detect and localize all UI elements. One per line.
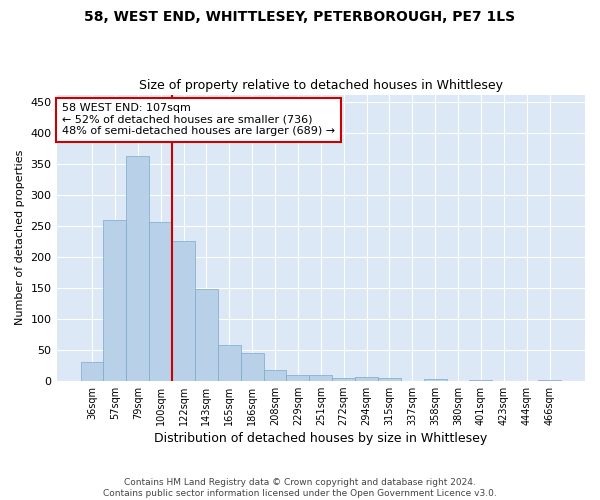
Bar bbox=[172, 242, 195, 380]
Text: Contains HM Land Registry data © Crown copyright and database right 2024.
Contai: Contains HM Land Registry data © Crown c… bbox=[103, 478, 497, 498]
X-axis label: Distribution of detached houses by size in Whittlesey: Distribution of detached houses by size … bbox=[154, 432, 487, 445]
Bar bbox=[310, 374, 332, 380]
Bar bbox=[332, 378, 355, 380]
Bar bbox=[424, 379, 446, 380]
Text: 58, WEST END, WHITTLESEY, PETERBOROUGH, PE7 1LS: 58, WEST END, WHITTLESEY, PETERBOROUGH, … bbox=[85, 10, 515, 24]
Bar bbox=[286, 374, 310, 380]
Bar bbox=[80, 362, 103, 380]
Bar bbox=[218, 346, 241, 380]
Bar bbox=[127, 156, 149, 380]
Bar bbox=[103, 220, 127, 380]
Text: 58 WEST END: 107sqm
← 52% of detached houses are smaller (736)
48% of semi-detac: 58 WEST END: 107sqm ← 52% of detached ho… bbox=[62, 103, 335, 136]
Bar bbox=[149, 222, 172, 380]
Bar bbox=[263, 370, 286, 380]
Bar bbox=[241, 354, 263, 380]
Bar bbox=[378, 378, 401, 380]
Bar bbox=[195, 289, 218, 380]
Bar bbox=[355, 377, 378, 380]
Y-axis label: Number of detached properties: Number of detached properties bbox=[15, 150, 25, 326]
Title: Size of property relative to detached houses in Whittlesey: Size of property relative to detached ho… bbox=[139, 79, 503, 92]
